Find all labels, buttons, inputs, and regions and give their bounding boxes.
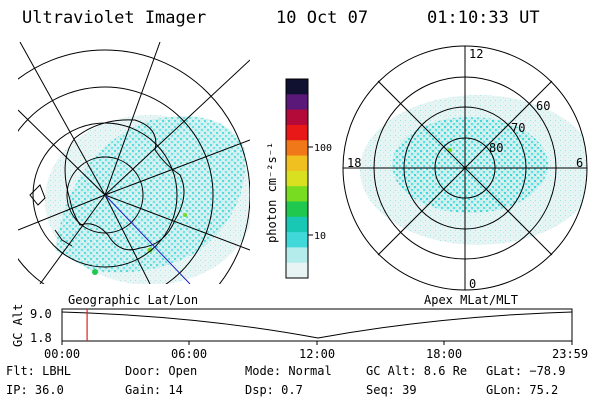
- magnetic-polar-map: 12 18 6 0 60 70 80: [342, 45, 588, 291]
- right-map-label: Apex MLat/MLT: [424, 293, 518, 307]
- continent-coastline: [64, 119, 185, 251]
- coastline-fragment: [29, 184, 46, 206]
- altitude-tick-label: 9.0: [30, 307, 52, 321]
- lat-circle: [66, 156, 144, 234]
- meridian: [19, 42, 106, 196]
- meridian: [104, 42, 161, 196]
- colorbar-band: [286, 216, 308, 233]
- colorbar-band: [286, 201, 308, 218]
- aurora-oval: [55, 116, 246, 273]
- colorbar-tick-label: 10: [314, 231, 326, 242]
- colorbar-unit-label: photon cm⁻²s⁻¹: [265, 142, 279, 243]
- mlt-label-0: 0: [469, 277, 476, 291]
- colorbar-frame: [285, 78, 309, 279]
- time-tick-label: 06:00: [171, 347, 207, 361]
- info-filter: Flt: LBHL: [6, 364, 71, 378]
- info-mode: Mode: Normal: [245, 364, 332, 378]
- aurora-oval: [392, 117, 548, 213]
- altitude-plot-frame: [61, 308, 573, 342]
- info-glat: GLat: −78.9: [486, 364, 565, 378]
- colorbar-band: [286, 170, 308, 187]
- meridian: [104, 139, 250, 196]
- meridian: [104, 194, 151, 284]
- date-label: 10 Oct 07: [276, 8, 368, 28]
- lat-circle: [18, 86, 214, 284]
- mlt-label-6: 6: [576, 156, 583, 170]
- colorbar-tick-label: 100: [314, 143, 332, 154]
- altitude-strip: GC Alt 9.0 1.8 00:00 06:00 12:00 18:00 2…: [11, 304, 588, 361]
- info-dsp: Dsp: 0.7: [245, 383, 303, 397]
- header: Ultraviolet Imager 10 Oct 07 01:10:33 UT: [22, 8, 540, 28]
- time-tick-label: 12:00: [299, 347, 335, 361]
- info-gc-alt: GC Alt: 8.6 Re: [366, 364, 467, 378]
- aurora-spot: [448, 148, 452, 152]
- coastline-fragment: [54, 229, 73, 247]
- mlt-label-12: 12: [469, 47, 483, 61]
- info-seq: Seq: 39: [366, 383, 417, 397]
- colorbar: 100 10 photon cm⁻²s⁻¹: [265, 78, 332, 279]
- meridian: [18, 194, 106, 231]
- meridian: [18, 109, 106, 196]
- colorbar-band: [286, 262, 308, 279]
- info-door: Door: Open: [125, 364, 197, 378]
- aurora-spot: [147, 247, 153, 253]
- colorbar-band: [286, 232, 308, 248]
- info-glon: GLon: 75.2: [486, 383, 558, 397]
- lat-circle: [18, 49, 250, 284]
- mlat-label-70: 70: [511, 121, 525, 135]
- colorbar-band: [286, 109, 308, 126]
- aurora-spot: [183, 213, 187, 217]
- altitude-tick-label: 1.8: [30, 331, 52, 345]
- info-panel: Flt: LBHL Door: Open Mode: Normal GC Alt…: [6, 364, 565, 397]
- colorbar-band: [286, 186, 308, 203]
- colorbar-band: [286, 94, 308, 111]
- geographic-map: [18, 42, 250, 284]
- info-gain: Gain: 14: [125, 383, 183, 397]
- colorbar-band: [286, 247, 308, 264]
- info-ip: IP: 36.0: [6, 383, 64, 397]
- altitude-curve: [61, 311, 573, 339]
- meridian: [104, 59, 250, 196]
- mlat-label-80: 80: [489, 141, 503, 155]
- colorbar-band: [286, 124, 308, 141]
- aurora-spot: [92, 269, 98, 275]
- time-tick-label: 00:00: [44, 347, 80, 361]
- meridian: [104, 194, 250, 251]
- time-label: 01:10:33 UT: [427, 8, 540, 28]
- app-title: Ultraviolet Imager: [22, 8, 206, 28]
- mlt-label-18: 18: [347, 156, 361, 170]
- colorbar-band: [286, 140, 308, 157]
- mlat-label-60: 60: [536, 99, 550, 113]
- time-tick-label: 23:59: [552, 347, 588, 361]
- colorbar-band: [286, 155, 308, 172]
- altitude-axis-title: GC Alt: [11, 304, 25, 347]
- left-map-label: Geographic Lat/Lon: [68, 293, 198, 307]
- time-tick-label: 18:00: [426, 347, 462, 361]
- colorbar-band: [286, 79, 308, 95]
- meridian: [39, 194, 106, 284]
- satellite-direction-line: [104, 194, 191, 284]
- mlt-line-diag: [377, 80, 553, 256]
